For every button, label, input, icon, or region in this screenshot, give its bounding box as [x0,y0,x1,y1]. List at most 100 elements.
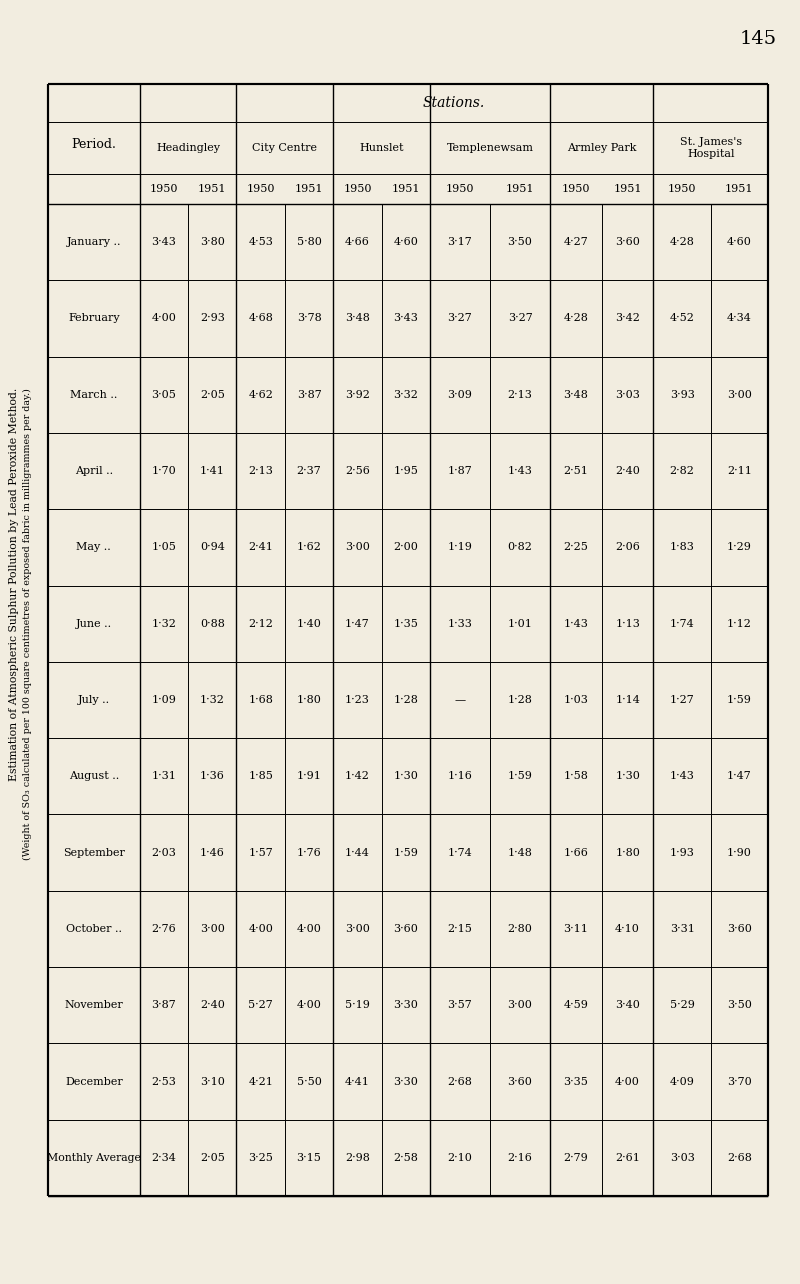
Text: 4·60: 4·60 [394,238,418,247]
Text: 4·09: 4·09 [670,1076,694,1086]
Text: 3·87: 3·87 [151,1000,176,1011]
Text: 1·74: 1·74 [448,847,472,858]
Text: 1·36: 1·36 [200,772,225,781]
Text: February: February [68,313,120,324]
Text: 1·46: 1·46 [200,847,225,858]
Text: 1950: 1950 [150,184,178,194]
Text: 1·91: 1·91 [297,772,322,781]
Text: 2·25: 2·25 [563,542,588,552]
Text: 2·06: 2·06 [615,542,640,552]
Text: January ..: January .. [66,238,121,247]
Text: (Weight of SO₃ calculated per 100 square centimetres of exposed fabric in millig: (Weight of SO₃ calculated per 100 square… [22,388,31,860]
Text: 4·27: 4·27 [563,238,588,247]
Text: 1·32: 1·32 [151,619,176,629]
Text: 2·68: 2·68 [727,1153,752,1163]
Text: 1·59: 1·59 [394,847,418,858]
Text: 2·79: 2·79 [563,1153,588,1163]
Text: 1·41: 1·41 [200,466,225,476]
Text: 2·82: 2·82 [670,466,694,476]
Text: 4·41: 4·41 [345,1076,370,1086]
Text: 1·40: 1·40 [297,619,322,629]
Text: 3·25: 3·25 [248,1153,273,1163]
Text: 5·19: 5·19 [345,1000,370,1011]
Text: 1·13: 1·13 [615,619,640,629]
Text: 2·05: 2·05 [200,1153,225,1163]
Text: 0·88: 0·88 [200,619,225,629]
Text: 4·00: 4·00 [297,924,322,933]
Text: 1·09: 1·09 [151,695,176,705]
Text: 2·93: 2·93 [200,313,225,324]
Text: 1·43: 1·43 [670,772,694,781]
Text: September: September [63,847,125,858]
Text: 3·87: 3·87 [297,390,322,399]
Text: City Centre: City Centre [252,143,318,153]
Text: Armley Park: Armley Park [567,143,637,153]
Text: 1·19: 1·19 [447,542,473,552]
Text: 4·00: 4·00 [615,1076,640,1086]
Text: Headingley: Headingley [156,143,220,153]
Text: 3·80: 3·80 [200,238,225,247]
Text: 1·70: 1·70 [151,466,176,476]
Text: 1951: 1951 [198,184,226,194]
Text: 3·27: 3·27 [508,313,533,324]
Text: 2·98: 2·98 [345,1153,370,1163]
Text: 1·43: 1·43 [563,619,588,629]
Text: 2·00: 2·00 [394,542,418,552]
Text: Hunslet: Hunslet [359,143,404,153]
Text: 1951: 1951 [391,184,420,194]
Text: 0·94: 0·94 [200,542,225,552]
Text: Estimation of Atmospheric Sulphur Pollution by Lead Peroxide Method.: Estimation of Atmospheric Sulphur Pollut… [9,388,19,781]
Text: 2·80: 2·80 [507,924,533,933]
Text: 3·32: 3·32 [394,390,418,399]
Text: 1950: 1950 [668,184,696,194]
Text: March ..: March .. [70,390,118,399]
Text: 1·68: 1·68 [248,695,273,705]
Text: 1·76: 1·76 [297,847,322,858]
Text: 2·53: 2·53 [151,1076,176,1086]
Text: 2·56: 2·56 [345,466,370,476]
Text: June ..: June .. [76,619,112,629]
Text: 1·32: 1·32 [200,695,225,705]
Text: 1·95: 1·95 [394,466,418,476]
Text: 4·21: 4·21 [248,1076,273,1086]
Text: 2·16: 2·16 [507,1153,533,1163]
Text: 1·31: 1·31 [151,772,176,781]
Text: 4·59: 4·59 [563,1000,588,1011]
Text: 3·40: 3·40 [615,1000,640,1011]
Text: 145: 145 [740,30,777,48]
Text: 3·92: 3·92 [345,390,370,399]
Text: 1950: 1950 [562,184,590,194]
Text: 5·29: 5·29 [670,1000,694,1011]
Text: Monthly Average: Monthly Average [47,1153,141,1163]
Text: —: — [454,695,466,705]
Text: 1·57: 1·57 [248,847,273,858]
Text: 3·48: 3·48 [563,390,588,399]
Text: 1·93: 1·93 [670,847,694,858]
Text: 1·58: 1·58 [563,772,588,781]
Text: 1·87: 1·87 [448,466,472,476]
Text: 4·28: 4·28 [670,238,694,247]
Text: 1950: 1950 [246,184,275,194]
Text: 1·62: 1·62 [297,542,322,552]
Text: 1·47: 1·47 [345,619,370,629]
Text: 2·13: 2·13 [507,390,533,399]
Text: 3·70: 3·70 [727,1076,752,1086]
Text: 4·00: 4·00 [297,1000,322,1011]
Text: 4·34: 4·34 [727,313,752,324]
Text: 1·14: 1·14 [615,695,640,705]
Text: 1·74: 1·74 [670,619,694,629]
Text: 1951: 1951 [614,184,642,194]
Text: 4·62: 4·62 [248,390,273,399]
Text: 4·00: 4·00 [248,924,273,933]
Text: 4·52: 4·52 [670,313,694,324]
Text: 1951: 1951 [294,184,323,194]
Text: 3·50: 3·50 [507,238,533,247]
Text: 1951: 1951 [725,184,754,194]
Text: 3·93: 3·93 [670,390,694,399]
Text: Stations.: Stations. [422,96,485,110]
Text: Period.: Period. [71,137,116,150]
Text: 5·50: 5·50 [297,1076,322,1086]
Text: 3·11: 3·11 [563,924,588,933]
Text: 3·00: 3·00 [345,924,370,933]
Text: 1·44: 1·44 [345,847,370,858]
